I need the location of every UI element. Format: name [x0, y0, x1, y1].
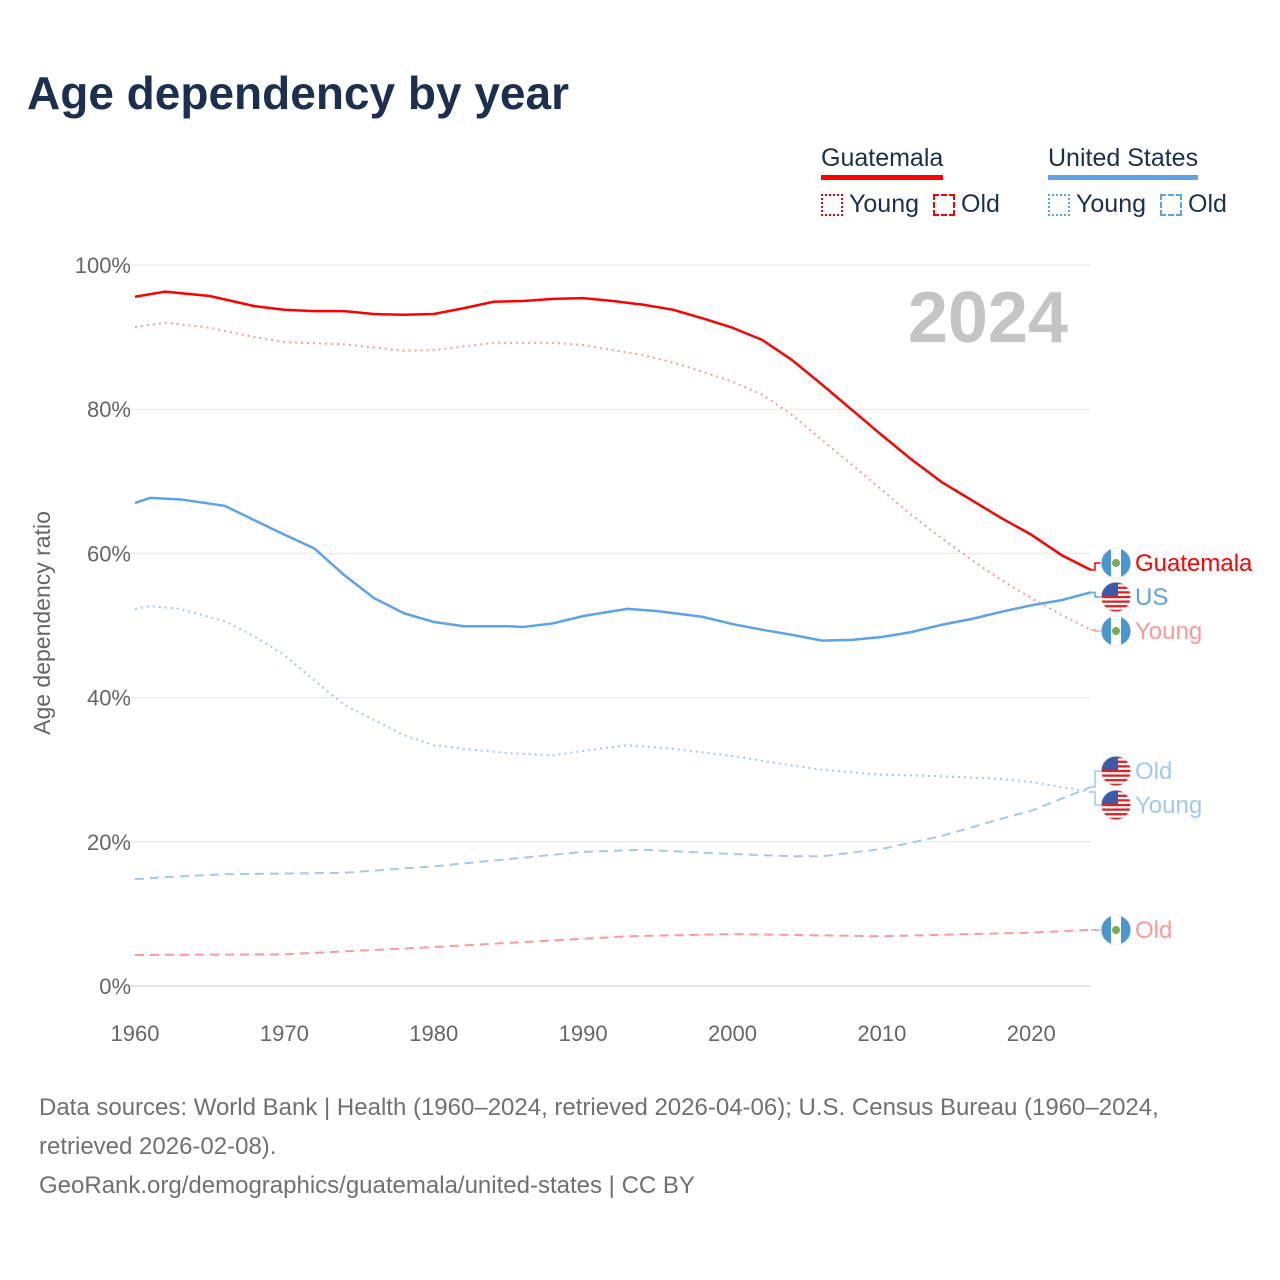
flag-stripe [1101, 808, 1131, 811]
legend-guatemala: Guatemala Young Old [821, 144, 1006, 219]
legend-label: Young [849, 190, 919, 218]
legend-guatemala-young: Young [821, 190, 919, 219]
flag-border [1100, 789, 1132, 821]
flag-stripe [1101, 609, 1131, 612]
footer: Data sources: World Bank | Health (1960–… [39, 1088, 1249, 1205]
dotted-swatch-icon [821, 193, 843, 216]
x-tick-label: 2020 [1007, 1021, 1056, 1046]
y-tick-label: 40% [87, 686, 131, 711]
y-tick-label: 0% [99, 974, 131, 999]
year-watermark: 2024 [908, 278, 1068, 358]
label-connector [1091, 629, 1101, 632]
legend-label: Old [1188, 190, 1227, 218]
legend-label: Old [961, 190, 1000, 218]
x-tick-label: 1980 [409, 1021, 458, 1046]
source-link[interactable]: GeoRank.org/demographics/guatemala/unite… [39, 1172, 602, 1199]
data-sources: Data sources: World Bank | Health (1960–… [39, 1094, 1159, 1160]
flag-blue-left [1101, 548, 1111, 578]
flag-stripe [1101, 783, 1131, 786]
x-tick-label: 1990 [559, 1021, 608, 1046]
flag-body [1101, 790, 1131, 820]
series-line-united-states-old [134, 786, 1092, 881]
legend-guatemala-name: Guatemala [821, 144, 944, 180]
flag-emblem [1112, 559, 1120, 567]
x-tick-label: 2000 [708, 1021, 757, 1046]
flag-stripe [1101, 774, 1131, 777]
flag-emblem [1112, 627, 1120, 635]
flag-body [1101, 915, 1131, 945]
end-label-us-total: US [1135, 584, 1168, 611]
series-line-guatemala-old [134, 928, 1092, 956]
chart-area: 0% 20% 40% 60% 80% 100% 1960 1970 1980 1990 2000 20… [29, 253, 1253, 1046]
us-flag-icon [1100, 581, 1132, 613]
end-label-gt-old: Old [1135, 917, 1172, 944]
flag-border [1100, 755, 1132, 787]
flag-stripe [1101, 600, 1131, 603]
flag-border [1100, 914, 1132, 946]
end-label-gt-total: Guatemala [1135, 550, 1253, 577]
y-tick-label: 20% [87, 830, 131, 855]
dashed-swatch-icon [1160, 193, 1182, 216]
series-line-united-states-young [134, 605, 1092, 794]
label-connector [1091, 562, 1101, 571]
flag-stripe [1101, 769, 1131, 773]
us-flag-icon [1100, 789, 1132, 821]
guatemala-flag-icon [1100, 615, 1132, 647]
license: | CC BY [602, 1172, 695, 1199]
flag-stripe [1101, 817, 1131, 820]
x-tick-label: 1970 [260, 1021, 309, 1046]
series-line-united-states [134, 496, 1092, 642]
x-tick-label: 1960 [111, 1021, 160, 1046]
flag-border [1100, 547, 1132, 579]
flag-stripe [1101, 803, 1131, 807]
legend-us-name: United States [1048, 144, 1199, 180]
y-tick-label: 80% [87, 397, 131, 422]
y-axis-label: Age dependency ratio [29, 511, 55, 735]
us-flag-icon [1100, 755, 1132, 787]
guatemala-flag-icon [1100, 547, 1132, 579]
flag-stripe [1101, 813, 1131, 816]
end-label-gt-young: Young [1135, 618, 1202, 645]
flag-stripe [1101, 605, 1131, 608]
flag-blue-right [1121, 915, 1131, 945]
label-connector [1091, 791, 1101, 806]
label-connector [1091, 591, 1101, 598]
y-tick-label: 60% [87, 541, 131, 566]
dotted-swatch-icon [1048, 193, 1070, 216]
legend-label: Young [1076, 190, 1146, 218]
flag-border [1100, 581, 1132, 613]
legend-us-old: Old [1160, 190, 1227, 219]
flag-body [1101, 616, 1131, 646]
flag-emblem [1112, 926, 1120, 934]
flag-blue-left [1101, 616, 1111, 646]
chart-title: Age dependency by year [27, 67, 569, 119]
series-line-guatemala-young [134, 321, 1092, 631]
legend-us: United States Young Old [1048, 144, 1233, 219]
flag-border [1100, 615, 1132, 647]
end-label-us-young: Young [1135, 792, 1202, 819]
flag-blue-left [1101, 915, 1111, 945]
flag-stripe [1101, 595, 1131, 599]
y-tick-label: 100% [75, 253, 131, 278]
guatemala-flag-icon [1100, 914, 1132, 946]
x-tick-label: 2010 [857, 1021, 906, 1046]
legend-us-young: Young [1048, 190, 1146, 219]
flag-blue-right [1121, 548, 1131, 578]
end-label-us-old: Old [1135, 758, 1172, 785]
series-line-guatemala [134, 290, 1092, 572]
label-connector [1091, 770, 1101, 788]
flag-body [1101, 548, 1131, 578]
dashed-swatch-icon [933, 193, 955, 216]
flag-stripe [1101, 779, 1131, 782]
legend-guatemala-old: Old [933, 190, 1000, 219]
flag-blue-right [1121, 616, 1131, 646]
